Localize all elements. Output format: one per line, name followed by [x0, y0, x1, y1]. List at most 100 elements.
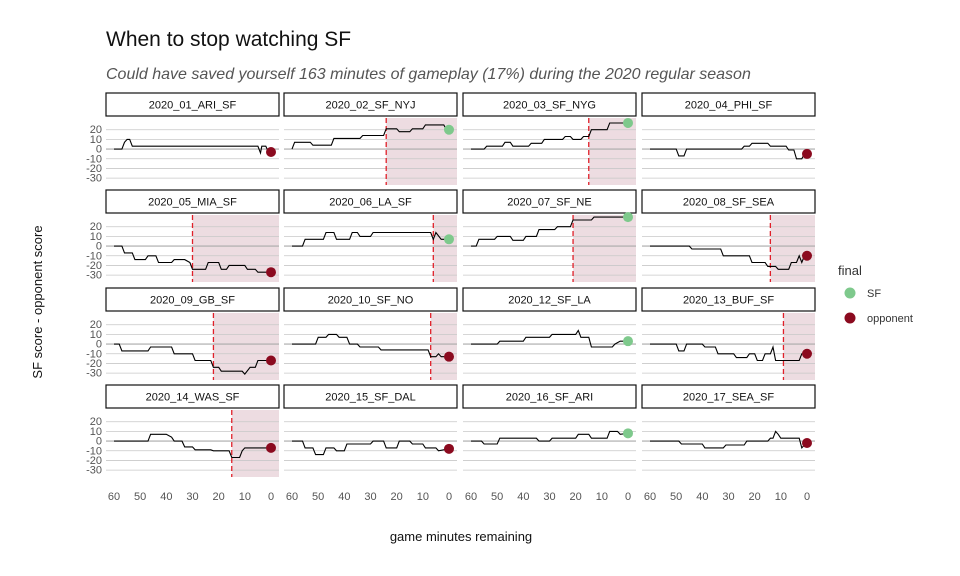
x-tick-label: 0: [625, 491, 631, 503]
panel-strip-label: 2020_08_SF_SEA: [683, 197, 775, 209]
y-tick-label: 0: [96, 144, 102, 156]
x-tick-label: 50: [312, 491, 324, 503]
score-line: [292, 333, 449, 358]
x-tick-label: 50: [491, 491, 503, 503]
y-tick-label: 10: [90, 134, 102, 146]
x-tick-label: 60: [465, 491, 477, 503]
final-point: [623, 336, 633, 347]
y-tick-label: -30: [86, 368, 102, 380]
y-tick-label: -30: [86, 270, 102, 282]
panel-strip-label: 2020_14_WAS_SF: [146, 392, 240, 404]
y-tick-label: 0: [96, 339, 102, 351]
y-tick-label: -10: [86, 250, 102, 262]
facet-panel: 2020_02_SF_NYJ: [283, 92, 458, 185]
panel-strip: [641, 287, 816, 312]
legend-label: opponent: [867, 313, 913, 325]
panel-strip: [462, 287, 637, 312]
score-line: [114, 433, 271, 459]
y-tick-label: 20: [90, 416, 102, 428]
panel-strip-label: 2020_04_PHI_SF: [685, 100, 773, 112]
y-tick-label: -20: [86, 358, 102, 370]
final-point: [444, 234, 454, 245]
facet-panel: 2020_03_SF_NYG: [462, 92, 637, 185]
panel-strip-label: 2020_10_SF_NO: [328, 295, 414, 307]
panel-plot: [642, 313, 815, 380]
y-tick-label: 0: [96, 436, 102, 448]
panels-layer: 2020_01_ARI_SF20100-10-20-302020_02_SF_N…: [86, 92, 816, 477]
legend: final SF opponent: [838, 263, 913, 325]
panel-plot: [642, 421, 815, 471]
x-tick-label: 40: [338, 491, 350, 503]
final-point: [266, 146, 276, 157]
chart-title: When to stop watching SF: [106, 28, 352, 51]
final-point: [266, 267, 276, 278]
facet-panel: 2020_04_PHI_SF: [641, 92, 816, 179]
x-tick-label: 30: [722, 491, 734, 503]
final-point: [623, 117, 633, 128]
score-line: [650, 142, 807, 160]
x-tick-label: 10: [417, 491, 429, 503]
legend-title: final: [838, 263, 862, 278]
final-point: [444, 124, 454, 135]
facet-panel: 2020_08_SF_SEA: [641, 189, 816, 282]
score-line: [292, 440, 450, 456]
x-tick-label: 40: [517, 491, 529, 503]
x-axis: 60 50 40 30 20 10 0 60 50 40 30 20 10 0 60 50 40 30 20 10 0 6…: [108, 491, 810, 503]
x-tick-label: 40: [160, 491, 172, 503]
y-tick-label: -10: [86, 348, 102, 360]
panel-strip: [462, 92, 637, 117]
y-tick-label: 20: [90, 221, 102, 233]
panel-strip: [462, 384, 637, 409]
panel-strip: [283, 384, 458, 409]
panel-plot: [463, 324, 636, 374]
final-point: [623, 428, 633, 439]
y-tick-label: -30: [86, 173, 102, 185]
y-tick-label: -20: [86, 455, 102, 467]
facet-panel: 2020_16_SF_ARI: [462, 384, 637, 471]
panel-strip-label: 2020_12_SF_LA: [508, 295, 591, 307]
x-tick-label: 20: [749, 491, 761, 503]
score-line: [471, 329, 628, 348]
y-tick-label: 10: [90, 231, 102, 243]
final-point: [802, 348, 812, 359]
x-tick-label: 30: [543, 491, 555, 503]
panel-strip-label: 2020_01_ARI_SF: [149, 100, 237, 112]
final-point: [802, 438, 812, 449]
cutoff-shade: [783, 313, 815, 380]
x-tick-label: 60: [644, 491, 656, 503]
panel-strip: [105, 189, 280, 214]
x-tick-label: 20: [391, 491, 403, 503]
score-line: [471, 122, 628, 150]
panel-plot: [284, 215, 457, 282]
y-tick-label: 0: [96, 241, 102, 253]
facet-panel: 2020_13_BUF_SF: [641, 287, 816, 380]
final-point: [623, 212, 633, 223]
score-line: [471, 216, 628, 247]
panel-plot: [284, 421, 457, 471]
cutoff-shade: [770, 215, 815, 282]
x-tick-label: 60: [108, 491, 120, 503]
y-tick-label: 10: [90, 329, 102, 341]
final-point: [802, 250, 812, 261]
x-tick-label: 0: [446, 491, 452, 503]
panel-strip-label: 2020_03_SF_NYG: [503, 100, 596, 112]
panel-strip-label: 2020_16_SF_ARI: [506, 392, 593, 404]
panel-strip: [105, 384, 280, 409]
panel-plot: [642, 215, 815, 282]
panel-strip: [462, 189, 637, 214]
score-line: [650, 343, 807, 362]
y-axis-title: SF score - opponent score: [30, 225, 45, 378]
legend-label: SF: [867, 288, 881, 300]
x-tick-label: 40: [696, 491, 708, 503]
panel-strip: [283, 92, 458, 117]
facet-panel: 2020_17_SEA_SF: [641, 384, 816, 471]
panel-strip: [105, 92, 280, 117]
panel-plot: [284, 118, 457, 185]
x-tick-label: 0: [804, 491, 810, 503]
facet-panel: 2020_15_SF_DAL: [283, 384, 458, 471]
